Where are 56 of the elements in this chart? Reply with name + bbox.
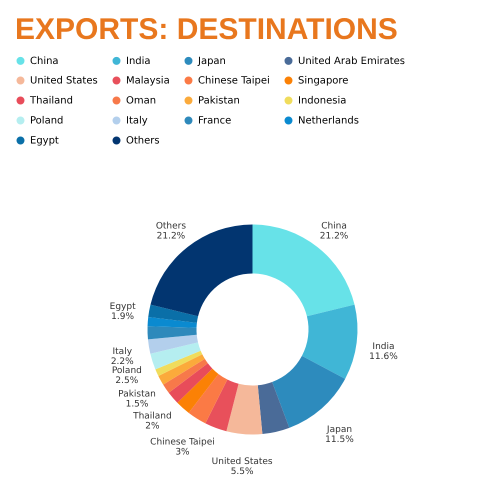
donut-slice bbox=[258, 382, 290, 434]
data-label: 1.5% bbox=[126, 399, 149, 410]
donut-slice bbox=[155, 350, 202, 376]
legend-label: United States bbox=[30, 76, 98, 86]
slice-label: Others bbox=[156, 222, 186, 232]
data-label: 11.5% bbox=[325, 434, 354, 445]
legend-label: Oman bbox=[126, 96, 156, 106]
donut-slice bbox=[168, 363, 212, 403]
donut-slice bbox=[148, 326, 197, 340]
slice-label: Egypt bbox=[110, 302, 136, 312]
donut-slice bbox=[205, 380, 239, 432]
slice-label: Italy bbox=[112, 346, 133, 357]
donut-slice bbox=[148, 316, 197, 328]
data-label: 2.2% bbox=[110, 356, 134, 367]
legend-label: France bbox=[198, 116, 232, 126]
data-label: 1.9% bbox=[111, 312, 134, 322]
legend-label: Pakistan bbox=[198, 96, 240, 106]
legend-label: Egypt bbox=[30, 136, 59, 146]
slice-label: China bbox=[321, 222, 347, 232]
slice-label: Poland bbox=[112, 366, 142, 376]
donut-slice bbox=[158, 354, 205, 385]
legend-label: Others bbox=[126, 136, 160, 146]
donut-slice bbox=[188, 374, 228, 424]
legend-label: United Arab Emirates bbox=[298, 56, 406, 67]
legend-label: China bbox=[30, 56, 59, 67]
donut-slice bbox=[177, 368, 218, 413]
legend-label: Singapore bbox=[298, 76, 348, 86]
data-label: 3% bbox=[175, 447, 190, 458]
data-label: 5.5% bbox=[230, 467, 254, 478]
legend-label: Malaysia bbox=[126, 76, 170, 86]
data-label: 11.6% bbox=[369, 352, 398, 362]
donut-slice bbox=[148, 334, 198, 354]
legend-label: Netherlands bbox=[298, 116, 359, 126]
legend-label: Italy bbox=[126, 116, 148, 126]
donut-slice bbox=[150, 342, 201, 370]
chart-title: EXPORTS: DESTINATIONS bbox=[15, 13, 398, 46]
donut-slice bbox=[302, 304, 358, 379]
slice-label: Japan bbox=[326, 424, 352, 435]
donut-slice bbox=[163, 358, 208, 393]
legend-label: Poland bbox=[30, 116, 64, 126]
data-label: 21.2% bbox=[156, 232, 186, 242]
data-label: 2% bbox=[145, 422, 160, 432]
legend-label: Chinese Taipei bbox=[198, 76, 270, 86]
data-label: 2.5% bbox=[115, 376, 139, 386]
slice-label: Chinese Taipei bbox=[150, 437, 215, 448]
slice-label: United States bbox=[212, 457, 273, 468]
slice-label: Pakistan bbox=[118, 389, 156, 400]
legend-label: Japan bbox=[197, 56, 226, 67]
slice-label: Thailand bbox=[132, 412, 172, 422]
data-label: 21.2% bbox=[320, 232, 349, 242]
legend-label: India bbox=[126, 56, 151, 67]
legend-label: Indonesia bbox=[298, 96, 346, 106]
slice-label: India bbox=[372, 342, 395, 352]
legend-label: Thailand bbox=[29, 96, 73, 106]
donut-slice bbox=[148, 304, 198, 323]
donut-slice bbox=[226, 384, 262, 434]
